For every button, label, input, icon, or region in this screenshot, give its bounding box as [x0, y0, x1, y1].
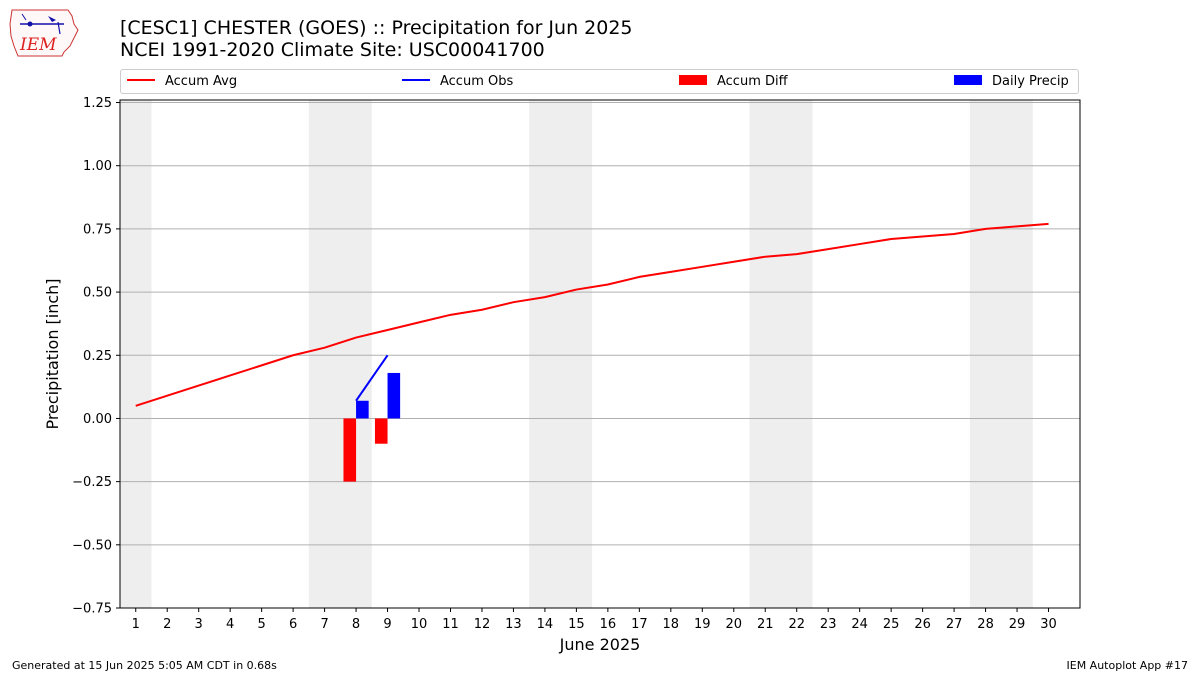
app-credit: IEM Autoplot App #17 — [1066, 659, 1189, 672]
x-tick-label: 18 — [663, 617, 680, 632]
generated-note: Generated at 15 Jun 2025 5:05 AM CDT in … — [12, 659, 277, 672]
x-tick-label: 4 — [226, 617, 234, 632]
y-tick-label: −0.25 — [72, 475, 112, 490]
x-tick-label: 10 — [411, 617, 428, 632]
legend-swatch-daily-precip — [954, 75, 982, 85]
legend-swatch-accum-avg — [127, 79, 155, 81]
x-tick-label: 16 — [600, 617, 617, 632]
x-tick-label: 5 — [257, 617, 265, 632]
legend-item-accum-diff: Accum Diff — [679, 74, 788, 90]
legend-swatch-accum-diff — [679, 75, 707, 85]
x-axis-label: June 2025 — [559, 635, 641, 654]
y-axis-label: Precipitation [inch] — [43, 278, 62, 429]
x-tick-label: 6 — [289, 617, 297, 632]
x-tick-label: 9 — [383, 617, 391, 632]
title-line-1: [CESC1] CHESTER (GOES) :: Precipitation … — [120, 17, 633, 39]
series-line-accum-avg — [135, 222, 1049, 407]
x-tick-label: 3 — [195, 617, 203, 632]
legend-swatch-accum-obs — [402, 79, 430, 81]
plot-frame — [119, 99, 1081, 609]
x-tick-label: 14 — [537, 617, 554, 632]
legend-item-accum-obs: Accum Obs — [402, 74, 513, 90]
chart-legend: Accum Avg Accum Obs Accum Diff Daily Pre… — [120, 69, 1079, 94]
x-tick-label: 11 — [442, 617, 459, 632]
x-tick-label: 28 — [977, 617, 994, 632]
x-tick-label: 23 — [820, 617, 837, 632]
y-tick-label: −0.50 — [72, 538, 112, 553]
logo-text: IEM — [19, 35, 57, 55]
weekend-shade-3 — [749, 100, 813, 608]
x-tick-label: 29 — [1009, 617, 1026, 632]
legend-label-accum-avg: Accum Avg — [165, 74, 238, 89]
y-tick-label: 1.25 — [83, 96, 112, 111]
y-tick-label: 0.50 — [83, 286, 112, 301]
legend-item-accum-avg: Accum Avg — [127, 74, 237, 90]
x-tick-label: 19 — [694, 617, 711, 632]
bar-daily-precip — [356, 400, 369, 419]
bar-daily-precip — [387, 372, 401, 419]
weekend-shade-2 — [529, 100, 593, 608]
legend-item-daily-precip: Daily Precip — [954, 74, 1069, 90]
legend-label-accum-diff: Accum Diff — [717, 74, 788, 89]
x-tick-label: 17 — [631, 617, 648, 632]
x-tick-label: 7 — [320, 617, 328, 632]
y-tick-label: 0.00 — [83, 412, 112, 427]
iem-logo-graphic: IEM — [9, 9, 79, 57]
x-tick-label: 26 — [914, 617, 931, 632]
x-tick-label: 21 — [757, 617, 774, 632]
title-line-2: NCEI 1991-2020 Climate Site: USC00041700 — [120, 39, 545, 61]
x-tick-label: 22 — [788, 617, 805, 632]
x-tick-label: 27 — [946, 617, 963, 632]
y-tick-label: 0.75 — [83, 222, 112, 237]
iem-logo: IEM — [8, 6, 80, 58]
bar-accum-diff — [374, 418, 388, 444]
x-tick-label: 25 — [883, 617, 900, 632]
legend-label-daily-precip: Daily Precip — [992, 74, 1069, 89]
x-tick-label: 8 — [352, 617, 360, 632]
bar-accum-diff — [343, 418, 357, 482]
x-tick-label: 30 — [1040, 617, 1057, 632]
series-line-accum-obs — [355, 354, 389, 402]
weekend-shade-4 — [969, 100, 1033, 608]
legend-label-accum-obs: Accum Obs — [440, 74, 514, 89]
y-tick-label: 1.00 — [83, 159, 112, 174]
x-tick-label: 20 — [725, 617, 742, 632]
y-tick-label: 0.25 — [83, 349, 112, 364]
x-tick-label: 12 — [474, 617, 491, 632]
x-tick-label: 1 — [132, 617, 140, 632]
x-tick-label: 13 — [505, 617, 522, 632]
x-tick-label: 2 — [163, 617, 171, 632]
chart-title: [CESC1] CHESTER (GOES) :: Precipitation … — [120, 17, 633, 61]
weekend-shade-1 — [308, 100, 372, 608]
x-tick-label: 24 — [851, 617, 868, 632]
x-tick-label: 15 — [568, 617, 585, 632]
weekend-shade-0 — [120, 100, 152, 608]
y-tick-label: −0.75 — [72, 602, 112, 617]
